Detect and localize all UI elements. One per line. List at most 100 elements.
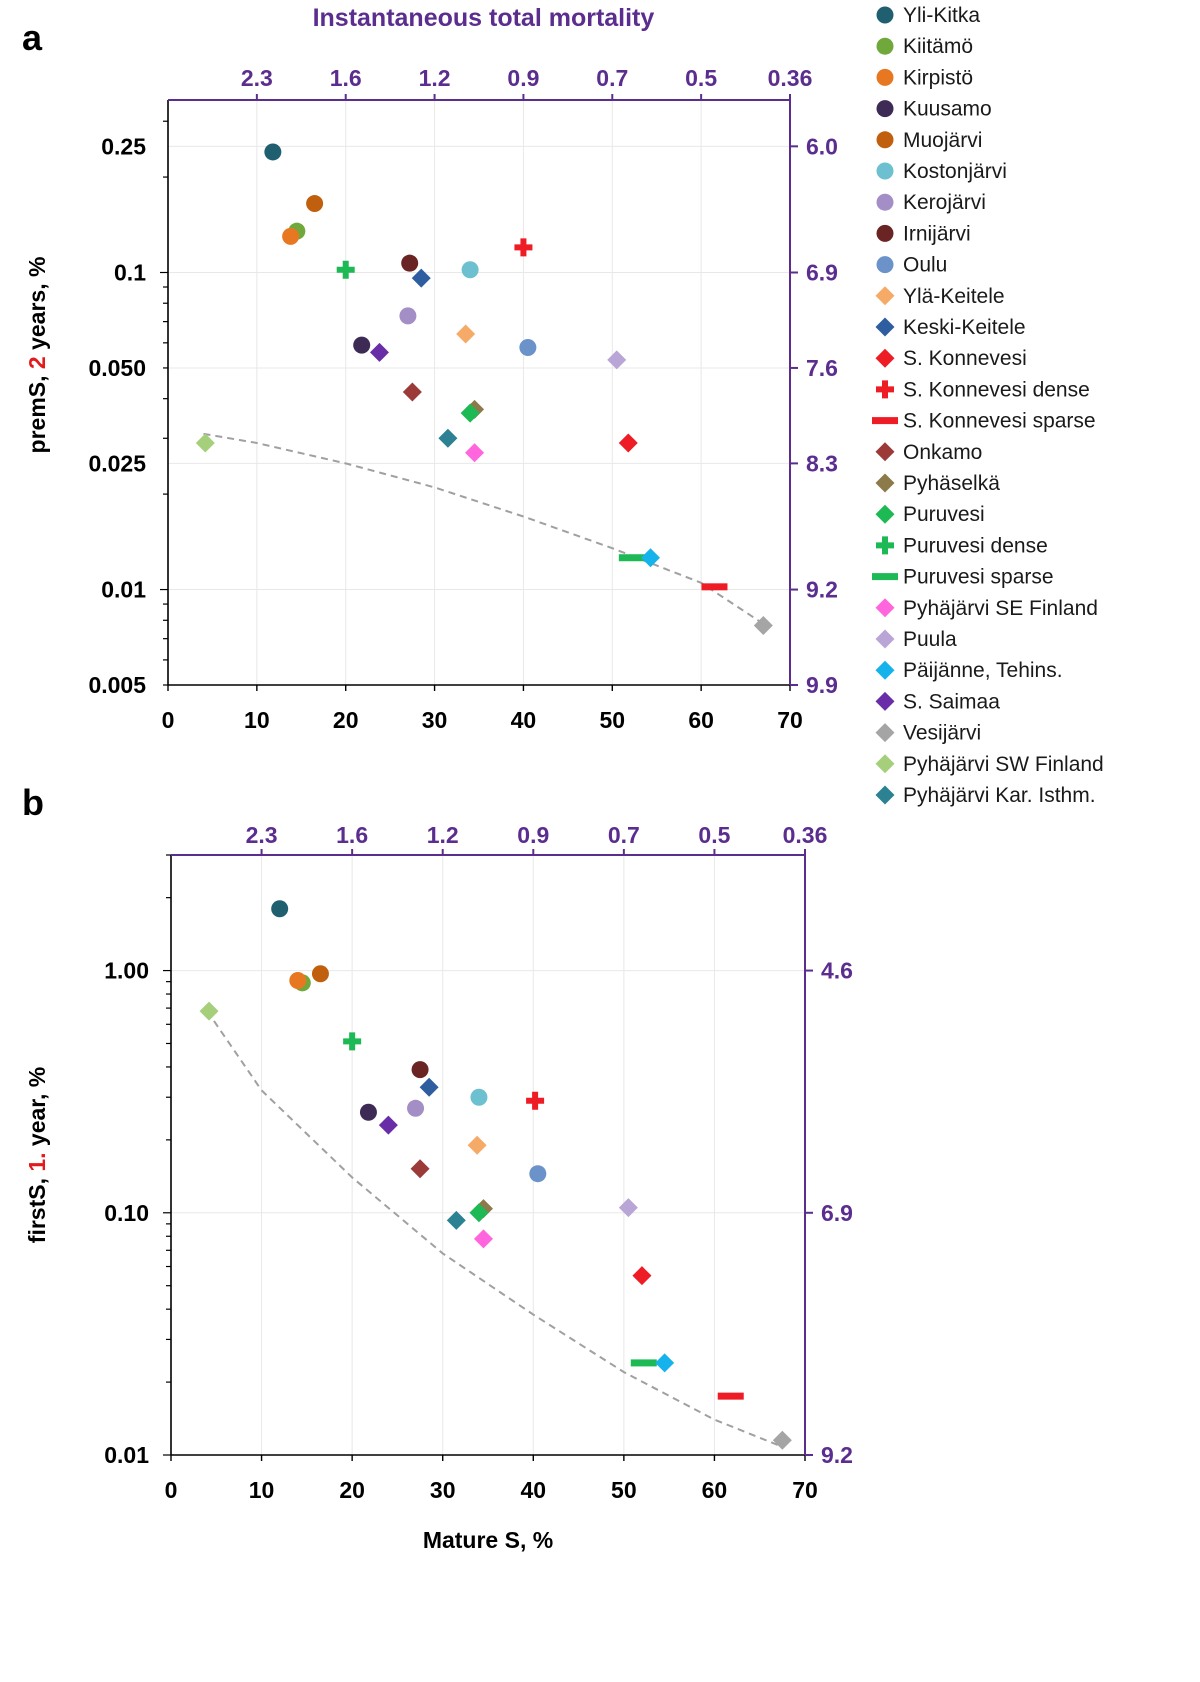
legend-item-muojarvi: Muojärvi — [876, 129, 982, 152]
y-tick-label: 0.005 — [88, 672, 146, 698]
legend-item-puruvesi-dense: Puruvesi dense — [876, 534, 1048, 557]
legend-item-s-konnevesi-dense: S. Konnevesi dense — [876, 378, 1090, 401]
legend-label: Pyhäjärvi SE Finland — [903, 597, 1098, 620]
point-pyhajarvi-sw-finland — [195, 433, 215, 453]
legend-item-puruvesi-sparse: Puruvesi sparse — [872, 566, 1054, 589]
legend-label: Kirpistö — [903, 66, 973, 89]
x-tick-label: 0 — [162, 707, 175, 733]
legend-marker-s-konnevesi-dense — [876, 380, 894, 399]
y-tick-label: 0.050 — [88, 355, 146, 381]
trend-line — [206, 1010, 779, 1446]
point-kostonjarvi — [461, 261, 479, 279]
legend-item-kiitamo: Kiitämö — [876, 35, 973, 58]
point-puruvesi — [460, 403, 480, 423]
legend-item-keski-keitele: Keski-Keitele — [875, 316, 1026, 339]
point-s-konnevesi-sparse — [701, 583, 728, 591]
point-puruvesi-dense — [336, 260, 355, 279]
point-kerojarvi — [407, 1099, 425, 1117]
point-oulu — [519, 339, 537, 357]
y-axis-label-highlight: 2 — [24, 356, 50, 369]
point-irnijarvi — [411, 1061, 429, 1079]
x-tick-label: 40 — [520, 1477, 546, 1503]
x-tick-label: 70 — [777, 707, 803, 733]
y-tick-label: 1.00 — [104, 958, 149, 984]
legend-marker-yli-kitka — [876, 6, 894, 24]
legend-label: Puruvesi sparse — [903, 566, 1054, 589]
point-kuusamo — [353, 336, 371, 354]
y-axis-label: premS, 2 years, % — [24, 257, 50, 454]
point-onkamo — [410, 1159, 430, 1179]
y-tick-label: 0.10 — [104, 1200, 149, 1226]
point-irnijarvi — [401, 254, 419, 272]
top-tick-label: 0.9 — [507, 65, 539, 91]
point-oulu — [529, 1165, 547, 1183]
x-tick-label: 60 — [688, 707, 714, 733]
data-points — [195, 143, 773, 636]
trend-line — [203, 432, 764, 625]
point-s-konnevesi — [632, 1266, 652, 1286]
point-pyhajarvi-kar-isthm — [446, 1210, 466, 1230]
top-tick-label: 1.2 — [419, 65, 451, 91]
panel-a: a 0 10 20 30 40 50 60 70 0.25 0.1 0.050 0.025 0.01 0.0… — [22, 4, 838, 733]
point-pyhajarvi-sw-finland — [199, 1001, 219, 1021]
legend-label: Puruvesi — [903, 503, 985, 526]
legend-marker-puula — [875, 629, 895, 649]
legend-label: Päijänne, Tehins. — [903, 659, 1063, 682]
legend-label: Kerojärvi — [903, 191, 986, 214]
legend-label: Yli-Kitka — [903, 4, 980, 27]
point-vesijarvi — [772, 1430, 792, 1450]
legend-marker-vesijarvi — [875, 723, 895, 743]
legend-item-vesijarvi: Vesijärvi — [875, 722, 981, 745]
legend-label: Kuusamo — [903, 98, 992, 121]
point-pyhajarvi-se-finland — [465, 443, 485, 463]
legend-label: S. Saimaa — [903, 690, 1000, 713]
legend-item-pyhajarvi-se-finland: Pyhäjärvi SE Finland — [875, 597, 1098, 620]
right-tick-label: 6.9 — [806, 260, 838, 286]
legend-item-s-konnevesi-sparse: S. Konnevesi sparse — [872, 410, 1096, 433]
legend-marker-oulu — [876, 256, 894, 274]
panel-b: b 0 10 20 30 40 50 60 70 1.00 0.10 0.01 4.6 6.9 9.2 2.3… — [22, 782, 853, 1553]
legend-item-s-konnevesi: S. Konnevesi — [875, 347, 1027, 370]
legend-label: Puruvesi dense — [903, 534, 1048, 557]
point-kostonjarvi — [470, 1088, 488, 1106]
right-tick-label: 8.3 — [806, 450, 838, 476]
legend-marker-pyhajarvi-kar-isthm — [875, 785, 895, 805]
point-s-saimaa — [369, 342, 389, 362]
x-tick-label: 60 — [702, 1477, 728, 1503]
data-points — [199, 900, 792, 1450]
x-tick-label: 30 — [430, 1477, 456, 1503]
legend-marker-paijanne-tehins — [875, 660, 895, 680]
point-keski-keitele — [411, 268, 431, 288]
top-axis-title: Instantaneous total mortality — [313, 4, 655, 32]
legend-item-yli-kitka: Yli-Kitka — [876, 4, 980, 27]
right-tick-label: 9.2 — [821, 1442, 853, 1468]
legend-marker-s-konnevesi — [875, 348, 895, 368]
top-tick-label: 0.36 — [768, 65, 813, 91]
legend-marker-kerojarvi — [876, 193, 894, 211]
legend-marker-s-saimaa — [875, 691, 895, 711]
legend-label: Irnijärvi — [903, 222, 971, 245]
legend-marker-kiitamo — [876, 37, 894, 55]
legend-label: Keski-Keitele — [903, 316, 1026, 339]
point-paijanne-tehins — [655, 1353, 675, 1373]
legend-label: Kiitämö — [903, 35, 973, 58]
legend-item-kirpisto: Kirpistö — [876, 66, 973, 89]
point-yli-kitka — [264, 143, 282, 161]
top-tick-label: 0.36 — [783, 822, 828, 848]
legend-marker-kuusamo — [876, 100, 894, 118]
point-puruvesi — [469, 1203, 489, 1223]
right-tick-label: 6.9 — [821, 1200, 853, 1226]
gridlines — [171, 855, 806, 1456]
legend-marker-pyhaselka — [875, 473, 895, 493]
legend-marker-kirpisto — [876, 68, 894, 86]
legend-label: Oulu — [903, 254, 947, 277]
legend-label: Pyhäjärvi Kar. Isthm. — [903, 784, 1096, 807]
legend-marker-keski-keitele — [875, 317, 895, 337]
point-yla-keitele — [456, 324, 476, 344]
x-tick-label: 20 — [333, 707, 359, 733]
top-tick-label: 1.2 — [427, 822, 459, 848]
top-tick-label: 0.5 — [698, 822, 730, 848]
y-axis-label-highlight: 1. — [24, 1152, 50, 1171]
legend-marker-puruvesi-dense — [876, 536, 894, 555]
